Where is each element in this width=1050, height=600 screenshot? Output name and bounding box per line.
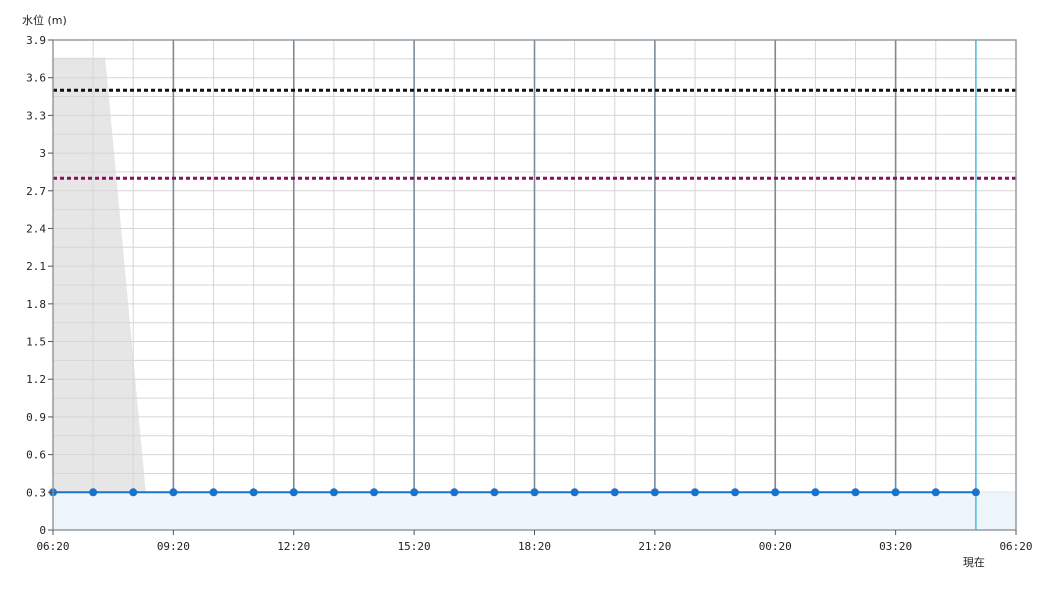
series-fill [53,492,1016,530]
data-point [610,488,619,497]
x-tick-label: 00:20 [759,540,792,553]
data-point [450,488,459,497]
y-tick-label: 0.6 [26,449,46,462]
data-point [931,488,940,497]
y-tick-label: 1.5 [26,336,46,349]
data-point [891,488,900,497]
y-tick-label: 0.3 [26,486,46,499]
data-point [691,488,699,497]
series-points [49,488,980,497]
shaded-region [53,57,150,530]
data-point [89,488,98,497]
data-point [249,488,258,497]
data-point [851,488,860,497]
x-tick-label: 15:20 [398,540,431,553]
data-point [410,488,419,497]
data-point [370,488,378,497]
data-point [811,488,820,497]
data-point [731,488,740,497]
data-point [971,488,980,497]
y-tick-label: 3.3 [26,109,46,122]
data-point [490,488,499,497]
x-axis-ticks: 06:20 09:20 12:20 15:20 18:20 21:20 00:20 03:20… [36,530,1033,553]
y-tick-label: 0 [39,524,46,537]
y-axis-ticks: 0 0.3 0.6 0.9 1.2 1.5 1.8 2.1 2.4 2.7 3 3.3 3.6 3.9 [26,34,53,537]
data-point [650,488,659,497]
shaded-area [53,57,150,530]
y-tick-label: 3 [39,147,46,160]
x-tick-label: 03:20 [879,540,912,553]
data-point [209,488,218,497]
x-tick-label: 09:20 [157,540,190,553]
x-tick-label: 06:20 [36,540,69,553]
y-tick-label: 3.6 [26,72,46,85]
x-tick-label: 06:20 [999,540,1032,553]
y-tick-label: 3.9 [26,34,46,47]
data-point [530,488,539,497]
data-point [329,488,338,497]
data-point [129,488,138,497]
now-label: 現在 [963,556,985,569]
y-tick-label: 1.8 [26,298,46,311]
data-point [771,488,780,497]
y-tick-label: 0.9 [26,411,46,424]
fill-under-series [53,492,1016,530]
x-tick-label: 18:20 [518,540,551,553]
x-tick-label: 12:20 [277,540,310,553]
y-axis-label: 水位 (m) [22,13,67,27]
y-tick-label: 2.4 [26,222,46,235]
y-tick-label: 2.1 [26,260,46,273]
data-point [570,488,579,497]
data-point [169,488,178,497]
y-tick-label: 1.2 [26,373,46,386]
y-tick-label: 2.7 [26,185,46,198]
data-point [289,488,298,497]
x-tick-label: 21:20 [638,540,671,553]
